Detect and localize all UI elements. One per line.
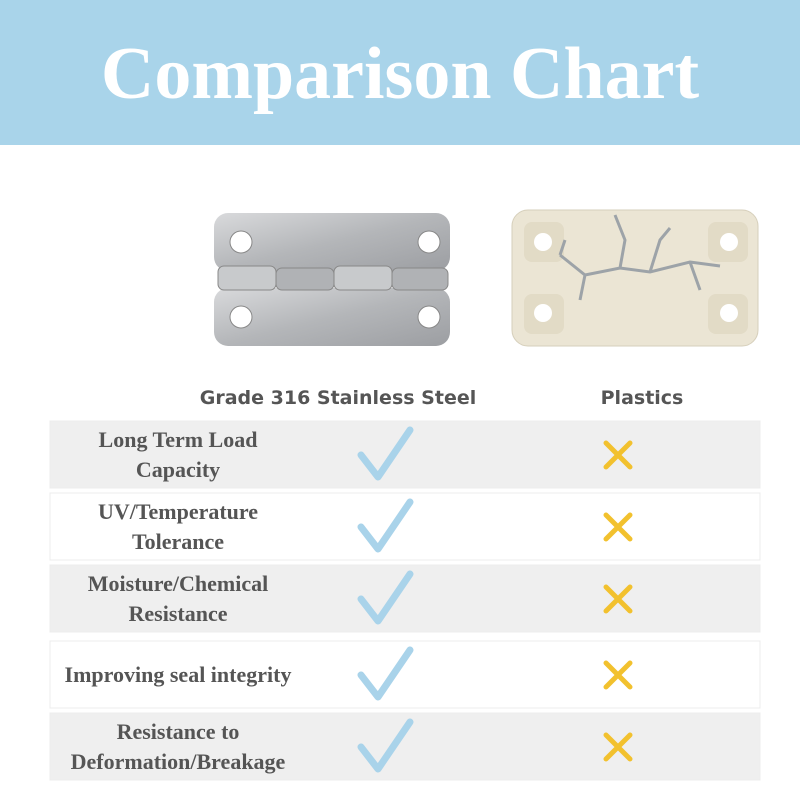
cross-icon bbox=[603, 584, 633, 614]
row-label: UV/Temperature bbox=[98, 499, 258, 524]
row-label: Improving seal integrity bbox=[65, 662, 292, 687]
row-label: Resistance bbox=[129, 601, 228, 626]
steel-hinge bbox=[214, 213, 450, 346]
check-icon bbox=[357, 646, 414, 701]
column-header: Plastics bbox=[601, 387, 684, 409]
row-label: Resistance to bbox=[117, 719, 240, 744]
cross-icon bbox=[603, 440, 633, 470]
row-label: Deformation/Breakage bbox=[71, 749, 286, 774]
row-label: Tolerance bbox=[132, 529, 224, 554]
row-label: Capacity bbox=[136, 457, 220, 482]
cross-icon bbox=[603, 732, 633, 762]
column-header: Grade 316 Stainless Steel bbox=[200, 387, 476, 409]
check-icon bbox=[357, 498, 414, 553]
check-icon bbox=[357, 426, 414, 481]
plastic-hinge bbox=[511, 209, 759, 347]
cross-icon bbox=[603, 660, 633, 690]
row-label: Moisture/Chemical bbox=[88, 571, 268, 596]
cross-icon bbox=[603, 512, 633, 542]
title: Comparison Chart bbox=[101, 33, 700, 115]
row-label: Long Term Load bbox=[99, 427, 258, 452]
check-icon bbox=[357, 570, 414, 625]
rows: Long Term Load Capacity UV/Temperature Tole… bbox=[49, 420, 761, 781]
check-icon bbox=[357, 718, 414, 773]
header-band bbox=[0, 0, 800, 145]
